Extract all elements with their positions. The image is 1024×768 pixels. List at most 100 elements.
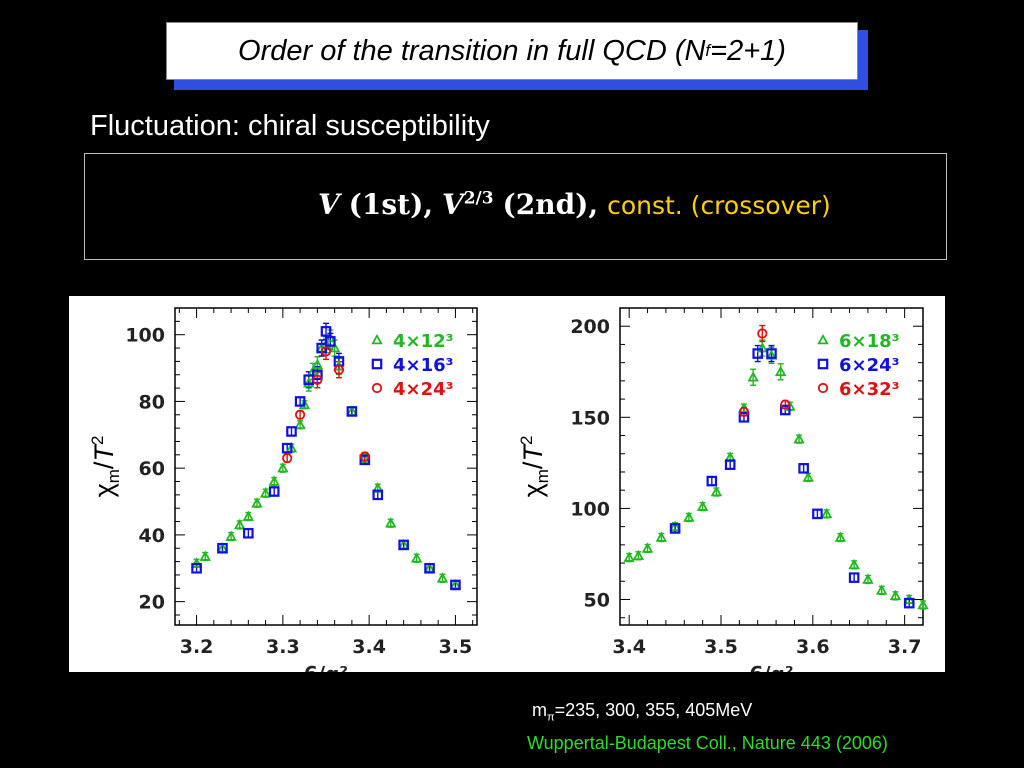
- data-point-triangle: [889, 589, 902, 601]
- x-tick-label: 3.4: [612, 636, 646, 658]
- y-tick-label: 100: [570, 498, 610, 520]
- formula-volume-1: V: [318, 188, 340, 221]
- x-tick-label: 3.2: [180, 636, 214, 658]
- data-point-triangle: [793, 433, 805, 444]
- y-tick-label: 100: [125, 325, 165, 347]
- data-point-triangle: [190, 557, 203, 568]
- legend-label: 6×18³: [839, 331, 900, 352]
- data-point-triangle: [328, 341, 341, 353]
- legend-marker: [371, 382, 383, 394]
- data-point-triangle: [774, 365, 787, 377]
- y-tick-label: 60: [139, 458, 165, 480]
- data-point-triangle: [710, 485, 723, 497]
- formula-box: [84, 153, 947, 260]
- data-point-triangle: [251, 497, 263, 508]
- data-point-square: [325, 336, 336, 347]
- data-point-triangle: [917, 598, 929, 610]
- data-point-triangle: [632, 549, 645, 561]
- data-point-square: [766, 348, 777, 359]
- data-point-triangle: [303, 377, 315, 388]
- slide-title: Order of the transition in full QCD (N f =…: [166, 22, 858, 80]
- data-point-square: [724, 459, 736, 470]
- pion-mass-values: =235, 300, 355, 405MeV: [554, 700, 753, 720]
- data-point-circle: [295, 409, 306, 420]
- chart-frame: [174, 307, 478, 626]
- legend-marker: [817, 382, 829, 394]
- data-point-triangle: [669, 520, 681, 531]
- y-axis-label: χm/T2: [517, 436, 552, 498]
- formula-volume-2: V: [441, 188, 464, 221]
- legend-label: 4×16³: [393, 355, 454, 376]
- data-point-circle: [282, 453, 293, 464]
- data-point-triangle: [311, 358, 324, 369]
- data-point-triangle: [233, 518, 246, 530]
- data-point-triangle: [802, 471, 814, 482]
- data-point-square: [346, 406, 358, 417]
- x-tick-label: 3.7: [888, 636, 922, 658]
- data-point-triangle: [294, 418, 306, 430]
- data-point-triangle: [848, 558, 860, 570]
- formula-first-order: (1st),: [348, 188, 434, 221]
- data-point-square: [372, 489, 384, 501]
- data-point-square: [268, 486, 280, 497]
- data-point-square: [312, 369, 323, 381]
- data-point-triangle: [623, 551, 635, 562]
- legend-label: 6×32³: [839, 379, 900, 400]
- data-point-square: [286, 426, 297, 437]
- pion-mass-prefix: m: [532, 700, 547, 720]
- data-point-triangle: [242, 510, 255, 521]
- data-point-square: [669, 523, 681, 534]
- data-point-square: [294, 396, 306, 407]
- legend-marker: [817, 358, 829, 370]
- x-tick-label: 3.6: [796, 636, 830, 658]
- data-point-square: [398, 539, 409, 551]
- citation: Wuppertal-Budapest Coll., Nature 443 (20…: [527, 733, 888, 753]
- formula-second-order: (2nd),: [502, 188, 599, 221]
- y-tick-label: 150: [570, 407, 610, 429]
- x-tick-label: 3.5: [439, 636, 473, 658]
- data-point-triangle: [820, 507, 833, 519]
- data-point-circle: [738, 406, 750, 417]
- y-tick-label: 200: [570, 316, 610, 338]
- pion-mass-sub: π: [547, 711, 555, 724]
- plot-panel: 3.2 3.3 3.4 3.5 20 40 60 80 100 6/g² χm/T2 4×12³ 4×1…: [69, 296, 945, 672]
- data-point-triangle: [277, 462, 289, 473]
- data-point-square: [903, 597, 915, 609]
- data-point-triangle: [259, 487, 272, 498]
- y-tick-label: 20: [139, 592, 165, 614]
- data-point-square: [848, 572, 860, 583]
- data-point-triangle: [655, 531, 668, 542]
- x-tick-label: 3.5: [704, 636, 738, 658]
- data-point-square: [706, 475, 718, 487]
- legend-marker: [817, 333, 829, 345]
- data-point-square: [281, 442, 293, 454]
- data-point-square: [798, 463, 809, 474]
- data-point-square: [424, 562, 435, 574]
- chart-1: 3.2 3.3 3.4 3.5 20 40 60 80 100 6/g² χm/T2 4×12³ 4×1…: [88, 307, 478, 672]
- legend-label: 6×24³: [839, 355, 900, 376]
- data-point-square: [738, 412, 750, 423]
- data-point-square: [217, 542, 228, 554]
- data-point-square: [752, 348, 764, 359]
- formula-exponent: 2/3: [463, 188, 494, 209]
- data-point-triangle: [225, 530, 237, 541]
- data-point-triangle: [384, 517, 397, 528]
- data-point-triangle: [410, 552, 423, 563]
- data-point-circle: [780, 399, 791, 410]
- formula-crossover: const. (crossover): [607, 191, 831, 220]
- data-point-triangle: [875, 584, 888, 595]
- data-point-circle: [312, 374, 323, 385]
- legend-label: 4×24³: [393, 379, 454, 400]
- y-tick-label: 50: [584, 589, 610, 611]
- data-point-square: [812, 508, 823, 520]
- title-end: =2+1): [710, 34, 786, 67]
- data-point-triangle: [199, 550, 211, 561]
- legend-marker: [371, 358, 383, 370]
- title-subscript: f: [705, 41, 711, 60]
- data-point-triangle: [436, 572, 449, 583]
- data-point-square: [243, 527, 254, 539]
- chart-frame: [619, 307, 924, 626]
- data-point-circle: [359, 451, 370, 462]
- y-tick-label: 40: [139, 525, 165, 547]
- legend-label: 4×12³: [393, 331, 454, 352]
